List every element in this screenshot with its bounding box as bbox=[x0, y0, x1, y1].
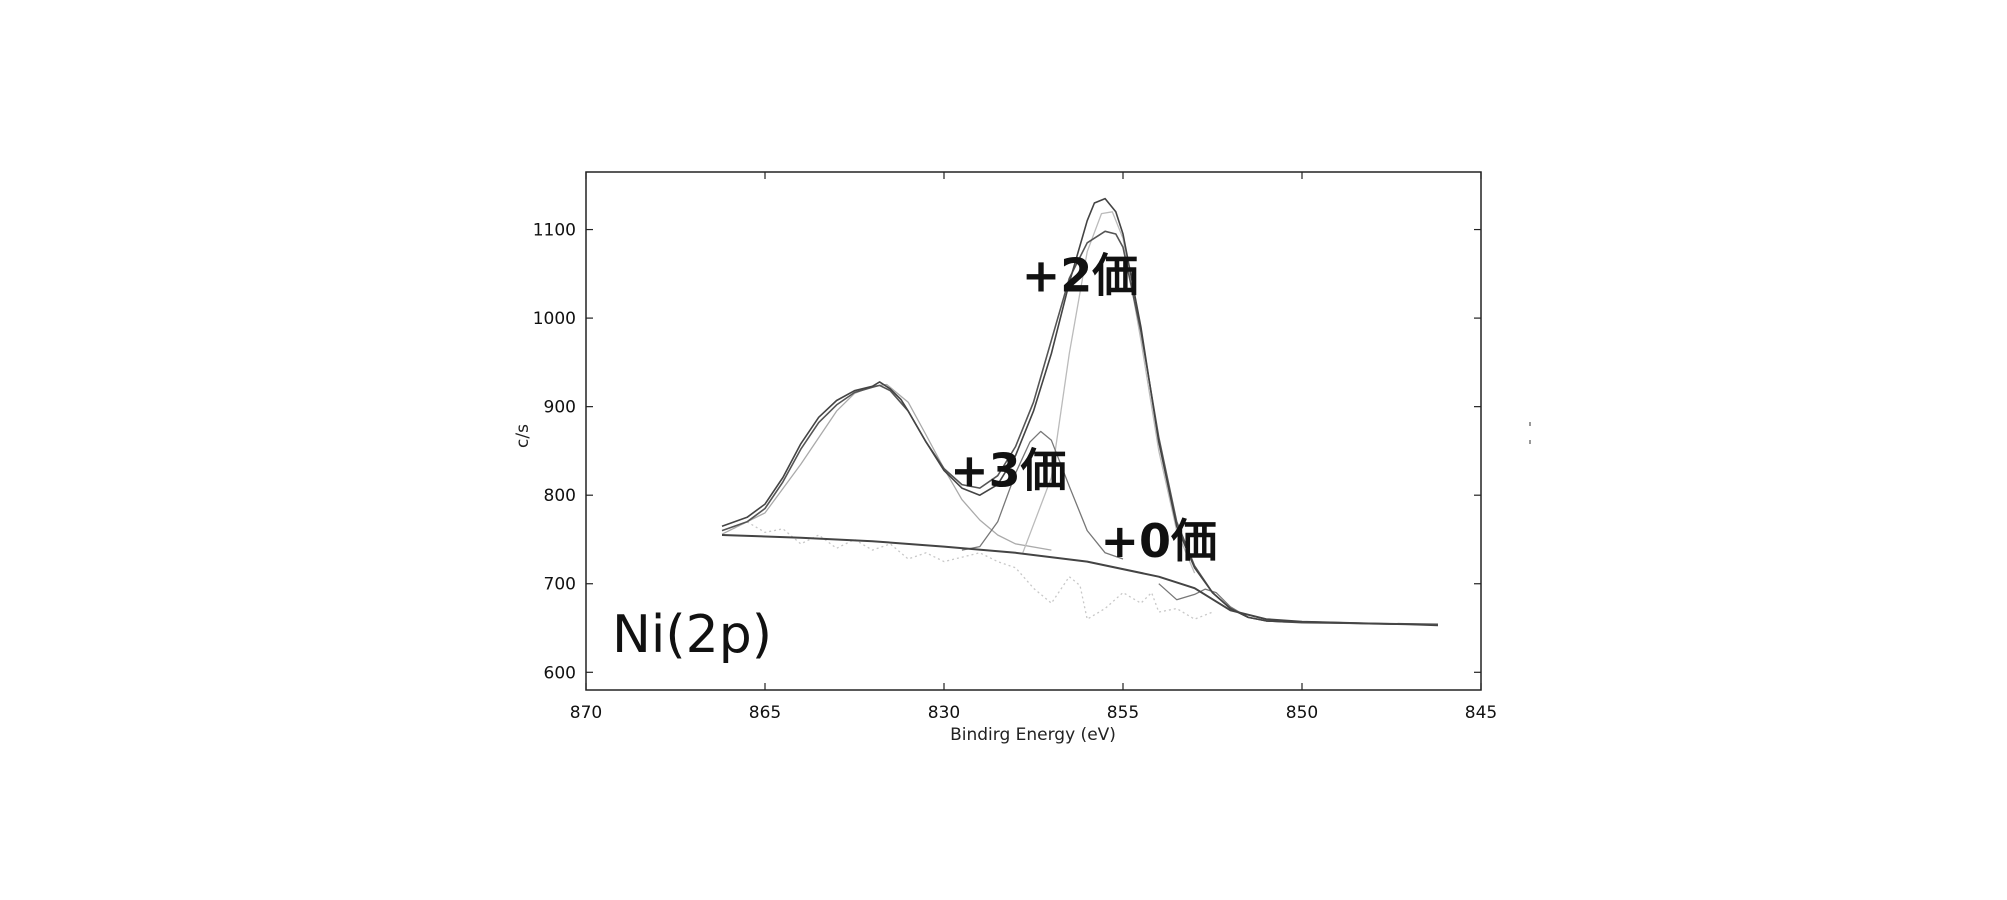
y-tick-label: 1100 bbox=[533, 221, 576, 241]
x-tick-label: 870 bbox=[570, 703, 602, 723]
x-tick-label: 865 bbox=[749, 703, 781, 723]
y-tick-label: 600 bbox=[544, 663, 576, 683]
annotation-plus3: +3価 bbox=[950, 443, 1067, 497]
x-tick-label: 850 bbox=[1286, 703, 1318, 723]
x-tick-label: 845 bbox=[1465, 703, 1497, 723]
y-tick-label: 700 bbox=[544, 575, 576, 595]
x-tick-label: 830 bbox=[928, 703, 960, 723]
y-tick-label: 1000 bbox=[533, 309, 576, 329]
y-tick-label: 900 bbox=[544, 398, 576, 418]
x-axis-label: Bindirg Energy (eV) bbox=[950, 725, 1116, 745]
sample-label: Ni(2p) bbox=[612, 605, 772, 665]
annotation-plus2: +2価 bbox=[1022, 249, 1139, 303]
series-background bbox=[722, 535, 1438, 625]
x-tick-label: 855 bbox=[1107, 703, 1139, 723]
y-tick-label: 800 bbox=[544, 486, 576, 506]
annotation-plus0: +0価 bbox=[1101, 514, 1218, 568]
y-axis-label: c/s bbox=[513, 424, 533, 448]
